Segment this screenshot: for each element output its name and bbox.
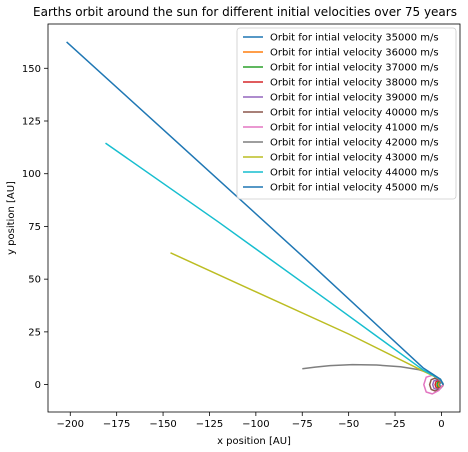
legend-entry-4: Orbit for intial velocity 38000 m/s [270, 78, 439, 89]
y-tick-label: 25 [28, 327, 41, 338]
y-axis: 0 25 50 75 100 125 150 [22, 64, 48, 391]
legend-entry-1: Orbit for intial velocity 35000 m/s [270, 33, 439, 44]
plot-lines [66, 41, 444, 395]
plot-area-frame [47, 23, 461, 413]
legend: Orbit for intial velocity 35000 m/s Orbit… [236, 27, 457, 200]
legend-entry-2: Orbit for intial velocity 36000 m/s [270, 48, 439, 59]
x-tick-label: −200 [57, 419, 84, 430]
legend-entry-7: Orbit for intial velocity 41000 m/s [270, 123, 439, 134]
y-tick-label: 75 [28, 222, 41, 233]
x-tick-label: 0 [438, 419, 444, 430]
legend-entry-6: Orbit for intial velocity 40000 m/s [270, 108, 439, 119]
x-tick-label: −175 [103, 419, 130, 430]
y-tick-label: 100 [22, 169, 41, 180]
y-tick-label: 125 [22, 117, 41, 128]
legend-entry-11: Orbit for intial velocity 45000 m/s [270, 183, 439, 194]
y-tick-label: 50 [28, 275, 41, 286]
series-line-11 [66, 41, 444, 385]
x-axis: −200 −175 −150 −125 −100 −75 −50 −25 0 [57, 412, 445, 430]
x-tick-label: −50 [338, 419, 359, 430]
y-axis-label: y position [AU] [6, 181, 17, 255]
x-axis-label: x position [AU] [217, 436, 291, 447]
y-tick-label: 0 [35, 380, 41, 391]
legend-entry-9: Orbit for intial velocity 43000 m/s [270, 153, 439, 164]
legend-box [236, 27, 457, 200]
x-tick-label: −100 [242, 419, 269, 430]
y-tick-label: 150 [22, 64, 41, 75]
legend-entry-8: Orbit for intial velocity 42000 m/s [270, 138, 439, 149]
legend-entry-5: Orbit for intial velocity 39000 m/s [270, 93, 439, 104]
x-tick-label: −75 [292, 419, 313, 430]
x-tick-label: −150 [149, 419, 176, 430]
x-tick-label: −125 [196, 419, 223, 430]
legend-entry-10: Orbit for intial velocity 44000 m/s [270, 168, 439, 179]
legend-entry-3: Orbit for intial velocity 37000 m/s [270, 63, 439, 74]
chart-title: Earths orbit around the sun for differen… [33, 5, 457, 19]
x-tick-label: −25 [384, 419, 405, 430]
